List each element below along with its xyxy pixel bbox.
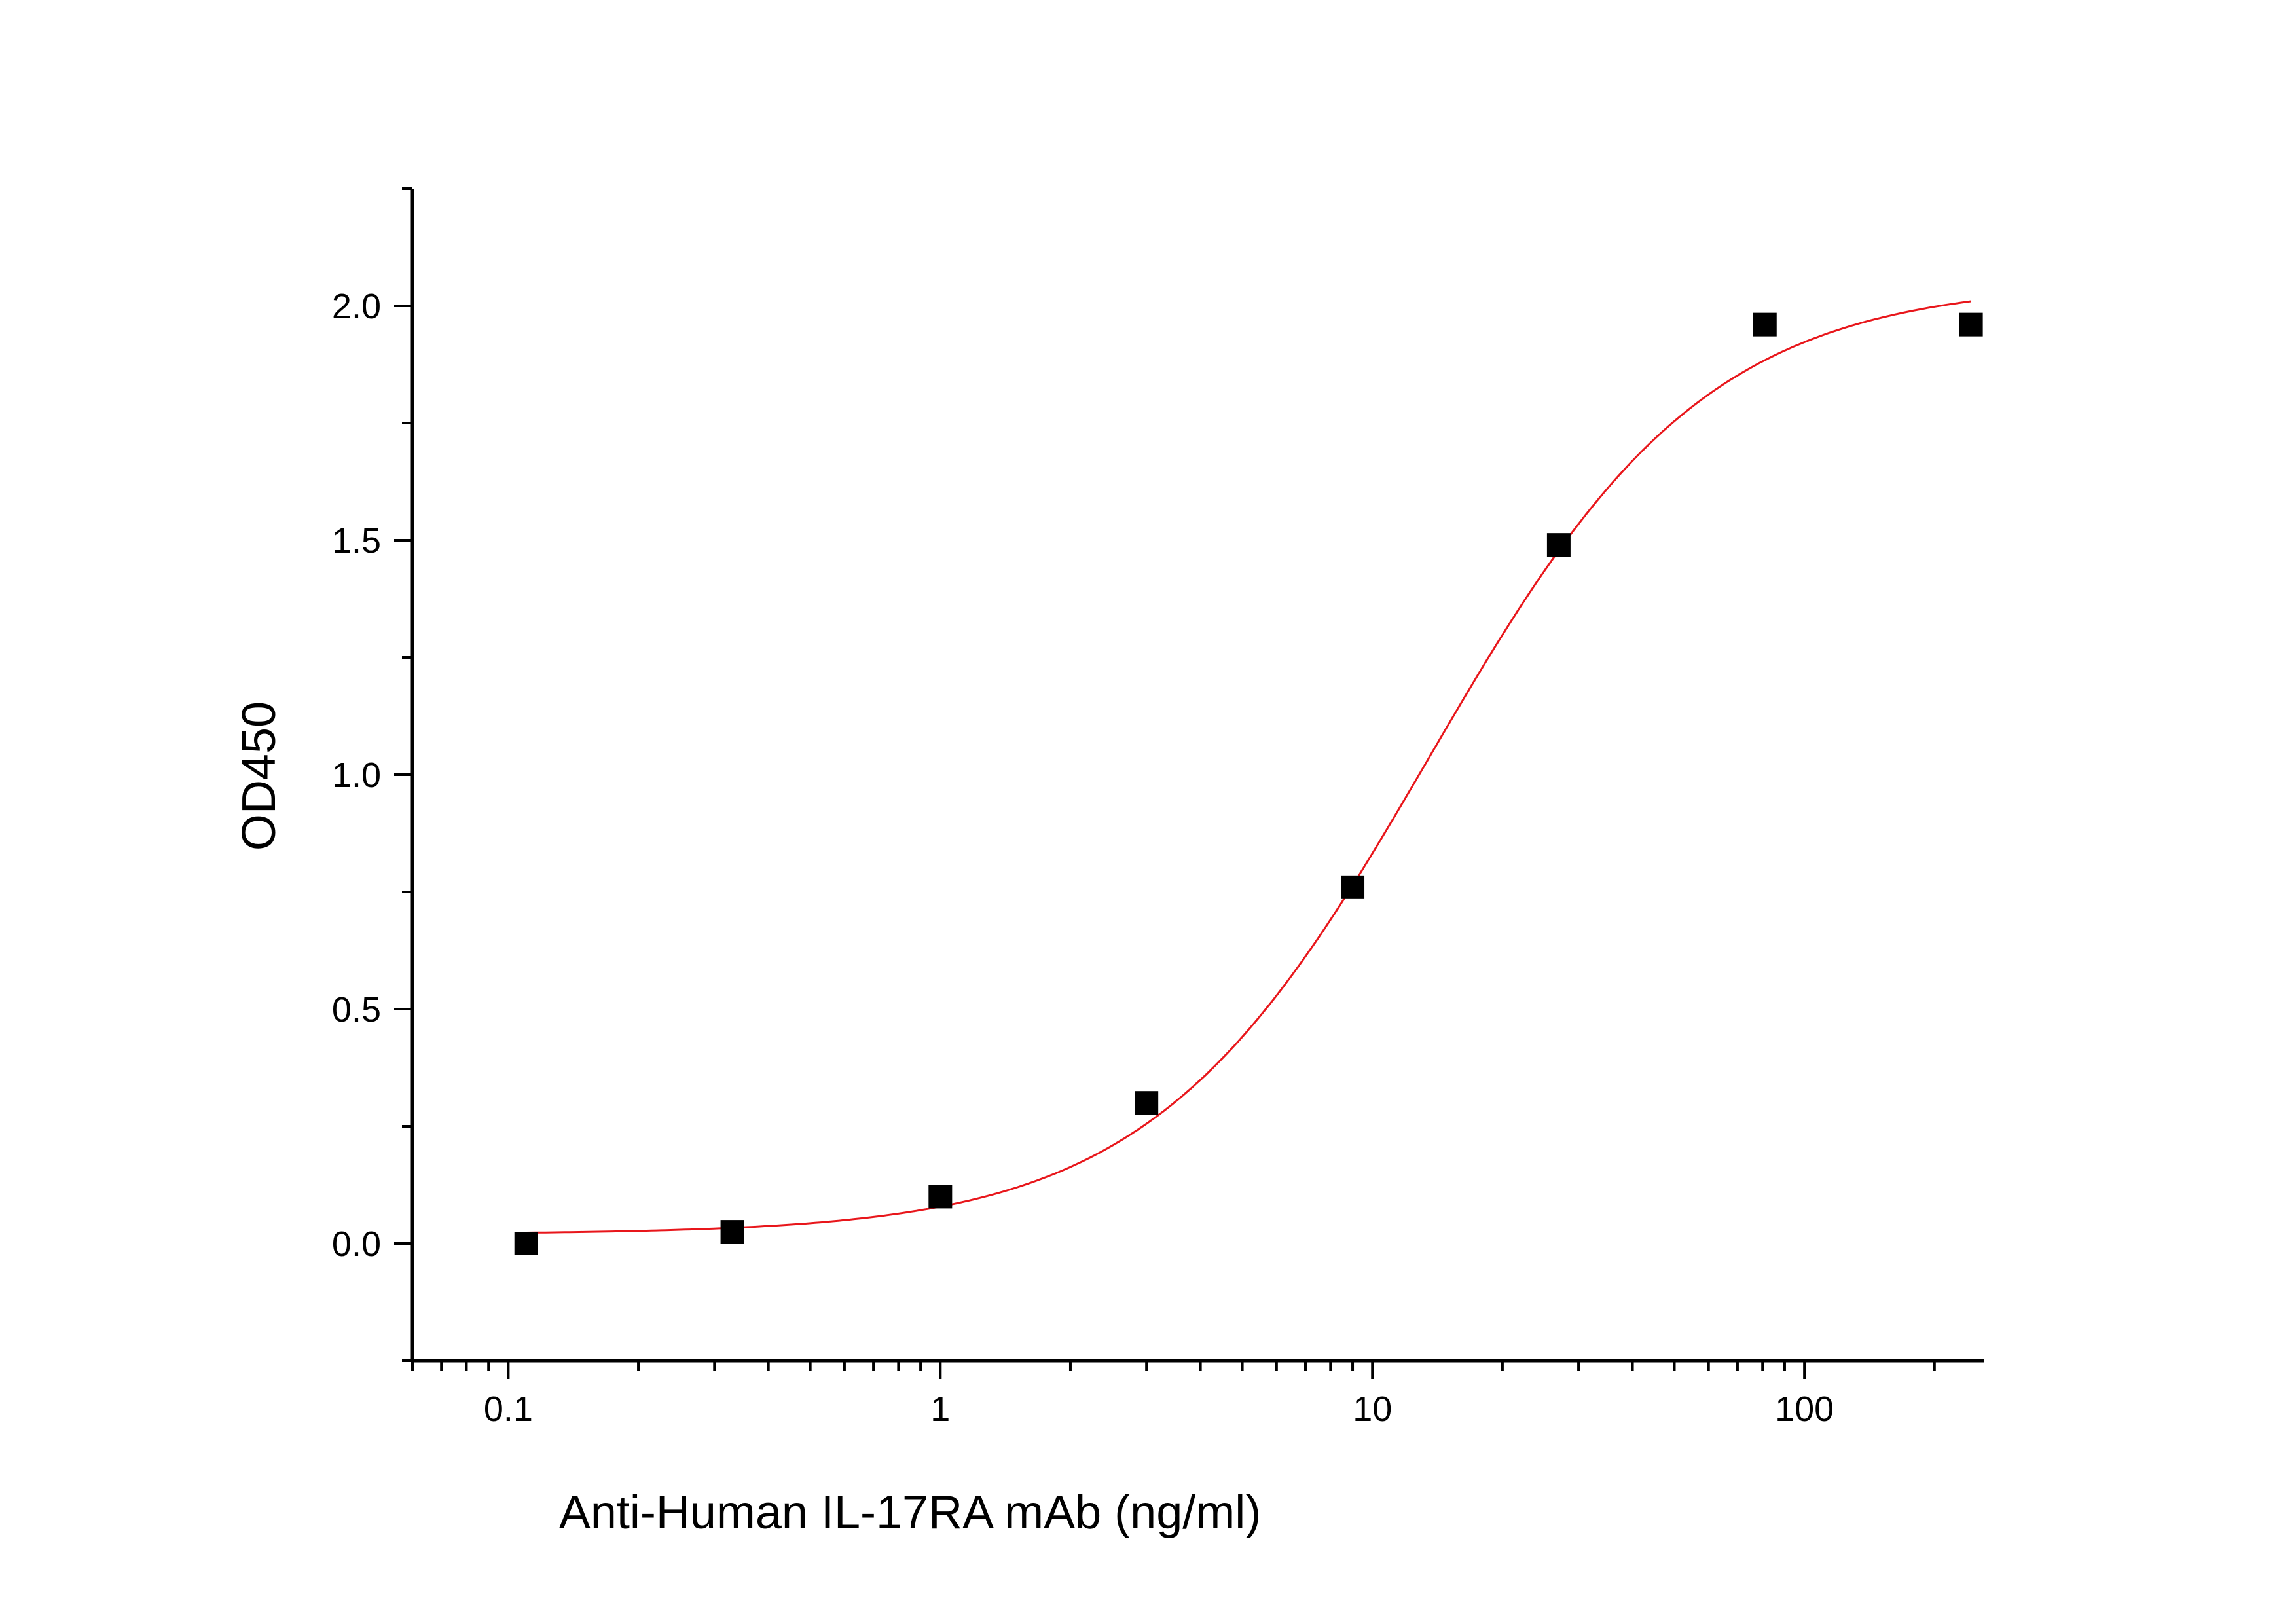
y-tick-label: 2.0	[332, 287, 381, 326]
y-tick-label: 1.5	[332, 521, 381, 561]
x-axis-title: Anti-Human IL-17RA mAb (ng/ml)	[559, 1486, 1261, 1539]
fit-curve-group	[526, 300, 1971, 1234]
data-points	[514, 312, 1983, 1255]
data-point	[720, 1220, 744, 1244]
y-tick-label: 0.0	[332, 1225, 381, 1264]
x-axis-ticks: 0.1 1 10 100	[411, 1361, 1936, 1429]
data-point	[1959, 312, 1983, 337]
x-tick-label: 0.1	[484, 1390, 533, 1429]
axes	[410, 189, 1984, 1363]
y-tick-label: 0.5	[332, 990, 381, 1029]
data-point	[928, 1185, 953, 1209]
data-point	[514, 1232, 538, 1255]
data-point	[1753, 312, 1777, 337]
y-axis-title: OD450	[233, 701, 285, 851]
data-point	[1135, 1091, 1159, 1115]
data-point	[1546, 533, 1571, 557]
y-tick-label: 1.0	[332, 756, 381, 795]
y-axis-ticks: 0.0 0.5 1.0 1.5 2.0	[332, 187, 412, 1362]
data-point	[1341, 875, 1365, 899]
x-tick-label: 100	[1775, 1390, 1834, 1429]
fit-curve	[526, 300, 1971, 1234]
x-tick-label: 1	[930, 1390, 950, 1429]
x-tick-label: 10	[1353, 1390, 1392, 1429]
